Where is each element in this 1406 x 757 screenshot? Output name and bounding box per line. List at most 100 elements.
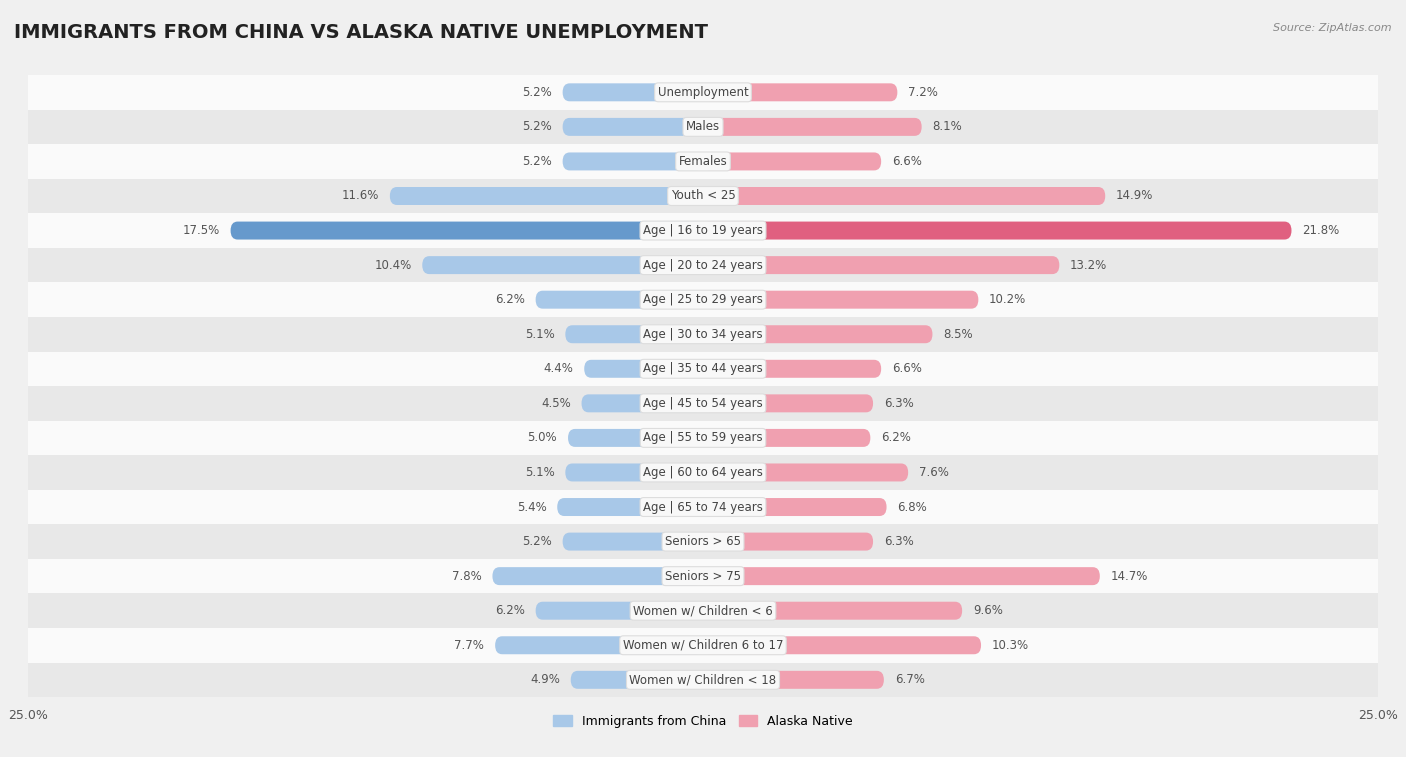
FancyBboxPatch shape bbox=[28, 351, 1378, 386]
Text: 6.2%: 6.2% bbox=[495, 293, 524, 306]
Text: 6.3%: 6.3% bbox=[884, 535, 914, 548]
Text: 5.4%: 5.4% bbox=[516, 500, 547, 513]
FancyBboxPatch shape bbox=[536, 291, 703, 309]
FancyBboxPatch shape bbox=[562, 83, 703, 101]
FancyBboxPatch shape bbox=[703, 567, 1099, 585]
Text: 5.1%: 5.1% bbox=[524, 466, 554, 479]
Text: Age | 16 to 19 years: Age | 16 to 19 years bbox=[643, 224, 763, 237]
Text: Seniors > 75: Seniors > 75 bbox=[665, 570, 741, 583]
Text: Females: Females bbox=[679, 155, 727, 168]
FancyBboxPatch shape bbox=[585, 360, 703, 378]
FancyBboxPatch shape bbox=[703, 429, 870, 447]
Text: Age | 35 to 44 years: Age | 35 to 44 years bbox=[643, 363, 763, 375]
Text: 6.8%: 6.8% bbox=[897, 500, 927, 513]
Text: 9.6%: 9.6% bbox=[973, 604, 1002, 617]
Text: Age | 20 to 24 years: Age | 20 to 24 years bbox=[643, 259, 763, 272]
FancyBboxPatch shape bbox=[562, 533, 703, 550]
Text: Age | 25 to 29 years: Age | 25 to 29 years bbox=[643, 293, 763, 306]
Text: 10.4%: 10.4% bbox=[374, 259, 412, 272]
FancyBboxPatch shape bbox=[565, 326, 703, 343]
FancyBboxPatch shape bbox=[703, 463, 908, 481]
FancyBboxPatch shape bbox=[28, 248, 1378, 282]
FancyBboxPatch shape bbox=[28, 421, 1378, 455]
Text: IMMIGRANTS FROM CHINA VS ALASKA NATIVE UNEMPLOYMENT: IMMIGRANTS FROM CHINA VS ALASKA NATIVE U… bbox=[14, 23, 709, 42]
FancyBboxPatch shape bbox=[562, 152, 703, 170]
Text: 21.8%: 21.8% bbox=[1302, 224, 1340, 237]
FancyBboxPatch shape bbox=[568, 429, 703, 447]
Text: Women w/ Children 6 to 17: Women w/ Children 6 to 17 bbox=[623, 639, 783, 652]
Text: 4.9%: 4.9% bbox=[530, 673, 560, 687]
Text: 5.2%: 5.2% bbox=[522, 535, 551, 548]
FancyBboxPatch shape bbox=[28, 455, 1378, 490]
FancyBboxPatch shape bbox=[703, 152, 882, 170]
FancyBboxPatch shape bbox=[389, 187, 703, 205]
FancyBboxPatch shape bbox=[28, 179, 1378, 213]
FancyBboxPatch shape bbox=[571, 671, 703, 689]
Text: 7.8%: 7.8% bbox=[451, 570, 482, 583]
Text: Age | 55 to 59 years: Age | 55 to 59 years bbox=[643, 431, 763, 444]
Text: 5.2%: 5.2% bbox=[522, 155, 551, 168]
FancyBboxPatch shape bbox=[565, 463, 703, 481]
Text: Women w/ Children < 6: Women w/ Children < 6 bbox=[633, 604, 773, 617]
FancyBboxPatch shape bbox=[231, 222, 703, 239]
FancyBboxPatch shape bbox=[28, 559, 1378, 593]
Text: 6.3%: 6.3% bbox=[884, 397, 914, 410]
FancyBboxPatch shape bbox=[703, 118, 922, 136]
Text: Age | 45 to 54 years: Age | 45 to 54 years bbox=[643, 397, 763, 410]
Text: 10.2%: 10.2% bbox=[990, 293, 1026, 306]
Text: 6.2%: 6.2% bbox=[495, 604, 524, 617]
Text: 7.7%: 7.7% bbox=[454, 639, 484, 652]
Text: 6.6%: 6.6% bbox=[891, 363, 922, 375]
Text: 6.2%: 6.2% bbox=[882, 431, 911, 444]
FancyBboxPatch shape bbox=[28, 386, 1378, 421]
Text: 17.5%: 17.5% bbox=[183, 224, 219, 237]
FancyBboxPatch shape bbox=[703, 671, 884, 689]
Text: Unemployment: Unemployment bbox=[658, 86, 748, 99]
FancyBboxPatch shape bbox=[703, 291, 979, 309]
Text: 5.2%: 5.2% bbox=[522, 120, 551, 133]
Text: 4.5%: 4.5% bbox=[541, 397, 571, 410]
FancyBboxPatch shape bbox=[28, 593, 1378, 628]
Text: 7.2%: 7.2% bbox=[908, 86, 938, 99]
Text: Males: Males bbox=[686, 120, 720, 133]
Text: 11.6%: 11.6% bbox=[342, 189, 380, 202]
FancyBboxPatch shape bbox=[492, 567, 703, 585]
FancyBboxPatch shape bbox=[28, 662, 1378, 697]
Text: Age | 65 to 74 years: Age | 65 to 74 years bbox=[643, 500, 763, 513]
FancyBboxPatch shape bbox=[28, 525, 1378, 559]
FancyBboxPatch shape bbox=[562, 118, 703, 136]
Text: Age | 30 to 34 years: Age | 30 to 34 years bbox=[643, 328, 763, 341]
FancyBboxPatch shape bbox=[28, 490, 1378, 525]
Text: 14.7%: 14.7% bbox=[1111, 570, 1149, 583]
Text: Age | 60 to 64 years: Age | 60 to 64 years bbox=[643, 466, 763, 479]
Text: Youth < 25: Youth < 25 bbox=[671, 189, 735, 202]
FancyBboxPatch shape bbox=[703, 222, 1292, 239]
Text: 7.6%: 7.6% bbox=[920, 466, 949, 479]
FancyBboxPatch shape bbox=[703, 360, 882, 378]
Legend: Immigrants from China, Alaska Native: Immigrants from China, Alaska Native bbox=[548, 710, 858, 733]
FancyBboxPatch shape bbox=[28, 213, 1378, 248]
FancyBboxPatch shape bbox=[703, 83, 897, 101]
Text: 5.1%: 5.1% bbox=[524, 328, 554, 341]
Text: 14.9%: 14.9% bbox=[1116, 189, 1153, 202]
Text: 5.2%: 5.2% bbox=[522, 86, 551, 99]
FancyBboxPatch shape bbox=[422, 256, 703, 274]
FancyBboxPatch shape bbox=[557, 498, 703, 516]
Text: 6.6%: 6.6% bbox=[891, 155, 922, 168]
FancyBboxPatch shape bbox=[703, 394, 873, 413]
FancyBboxPatch shape bbox=[703, 498, 887, 516]
FancyBboxPatch shape bbox=[703, 187, 1105, 205]
FancyBboxPatch shape bbox=[28, 144, 1378, 179]
FancyBboxPatch shape bbox=[28, 628, 1378, 662]
FancyBboxPatch shape bbox=[28, 282, 1378, 317]
Text: Source: ZipAtlas.com: Source: ZipAtlas.com bbox=[1274, 23, 1392, 33]
FancyBboxPatch shape bbox=[28, 75, 1378, 110]
FancyBboxPatch shape bbox=[703, 637, 981, 654]
Text: 6.7%: 6.7% bbox=[894, 673, 925, 687]
FancyBboxPatch shape bbox=[703, 326, 932, 343]
FancyBboxPatch shape bbox=[582, 394, 703, 413]
Text: 8.1%: 8.1% bbox=[932, 120, 962, 133]
FancyBboxPatch shape bbox=[703, 602, 962, 620]
Text: 8.5%: 8.5% bbox=[943, 328, 973, 341]
FancyBboxPatch shape bbox=[536, 602, 703, 620]
